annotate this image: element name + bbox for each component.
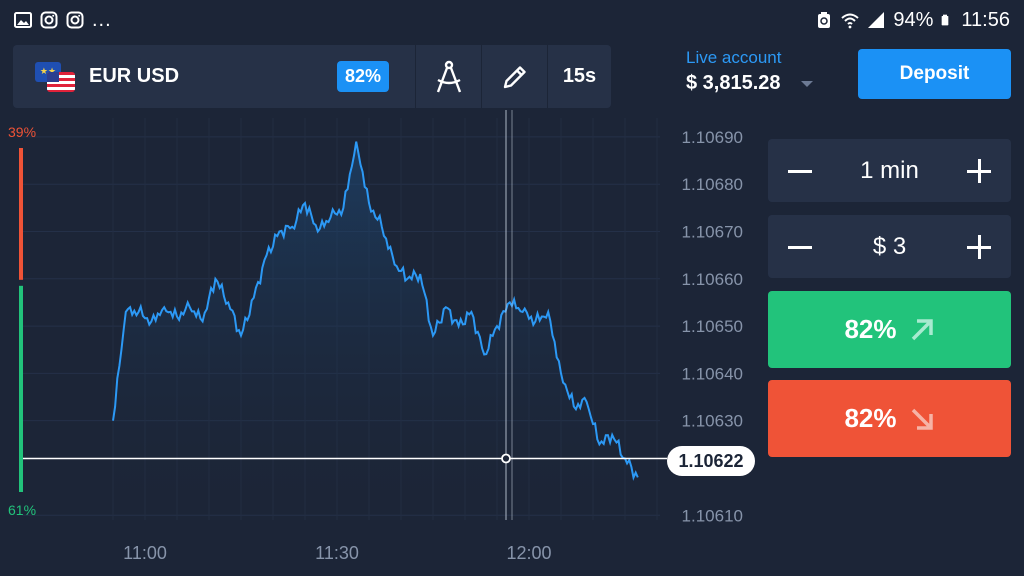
x-axis: 11:00 11:30 12:00	[123, 543, 551, 563]
put-payout: 82%	[844, 403, 897, 433]
compass-icon	[436, 60, 461, 92]
price-line	[112, 141, 639, 481]
sentiment-down-bar	[19, 285, 23, 492]
arrow-down-right-icon	[911, 408, 933, 430]
draw-button[interactable]	[481, 45, 547, 108]
y-tick-label: 1.10660	[682, 270, 743, 289]
status-bar-left: ...	[14, 9, 112, 32]
clock: 11:56	[961, 8, 1010, 31]
x-tick-label: 11:00	[123, 543, 167, 563]
y-tick-label: 1.10680	[682, 175, 743, 194]
instagram-icon	[40, 11, 58, 29]
pencil-icon	[503, 65, 526, 88]
amount-increase-button[interactable]	[967, 234, 991, 259]
asset-selector[interactable]: ★★ EUR USD 82%	[13, 45, 415, 108]
account-switcher[interactable]: Live account $ 3,815.28	[686, 48, 836, 95]
gallery-icon	[14, 12, 32, 28]
drawing-tools-button[interactable]	[415, 45, 481, 108]
timeframe-button[interactable]: 15s	[547, 45, 611, 108]
price-chart[interactable]: 1.10690 1.10680 1.10670 1.10660 1.10650 1.106…	[0, 110, 760, 576]
x-tick-label: 11:30	[315, 543, 359, 563]
instagram-icon	[66, 11, 84, 29]
more-notifications: ...	[92, 8, 112, 31]
current-price-label: 1.10622	[678, 451, 743, 471]
status-bar-right: 94% 11:56	[815, 9, 1010, 32]
y-tick-label: 1.10690	[682, 128, 743, 147]
amount-value[interactable]: $ 3	[872, 232, 907, 260]
current-price-marker	[501, 453, 511, 464]
duration-value[interactable]: 1 min	[860, 156, 919, 184]
sentiment-down-label: 61%	[8, 502, 36, 518]
y-tick-label: 1.10630	[682, 412, 743, 431]
signal-icon	[868, 12, 885, 28]
battery-icon	[942, 14, 949, 26]
duration-decrease-button[interactable]	[788, 159, 812, 183]
balance-value: $ 3,815.28	[686, 72, 781, 94]
duration-stepper: 1 min	[768, 139, 1011, 202]
chevron-down-icon	[800, 80, 813, 87]
duration-increase-button[interactable]	[967, 158, 991, 183]
asset-toolbar: ★★ EUR USD 82% 15s	[13, 45, 611, 108]
deposit-button[interactable]: Deposit	[858, 49, 1011, 99]
arrow-up-right-icon	[911, 318, 933, 340]
recycle-icon	[818, 12, 831, 28]
asset-name: EUR USD	[89, 65, 180, 87]
price-area	[113, 141, 638, 520]
account-label: Live account	[686, 48, 782, 67]
y-tick-label: 1.10640	[682, 364, 743, 383]
call-button[interactable]: 82%	[768, 291, 1011, 368]
account-balance: $ 3,815.28	[686, 72, 836, 95]
y-tick-label: 1.10650	[682, 317, 743, 336]
y-tick-label: 1.10610	[682, 506, 743, 525]
call-payout: 82%	[844, 314, 897, 344]
payout-badge: 82%	[336, 61, 389, 92]
status-bar: ... 94% 11:56	[0, 0, 1024, 40]
current-price-tag: 1.10622	[667, 446, 755, 476]
amount-stepper: $ 3	[768, 215, 1011, 278]
y-tick-label: 1.10670	[682, 223, 743, 242]
amount-decrease-button[interactable]	[788, 235, 812, 259]
x-tick-label: 12:00	[506, 543, 551, 563]
y-axis: 1.10690 1.10680 1.10670 1.10660 1.10650 1.106…	[682, 128, 743, 525]
wifi-icon	[841, 13, 860, 29]
sentiment-up-label: 39%	[8, 124, 36, 140]
battery-percent: 94%	[893, 8, 934, 31]
currency-flags-icon: ★★	[35, 61, 75, 92]
put-button[interactable]: 82%	[768, 380, 1011, 457]
sentiment-up-bar	[19, 148, 23, 280]
